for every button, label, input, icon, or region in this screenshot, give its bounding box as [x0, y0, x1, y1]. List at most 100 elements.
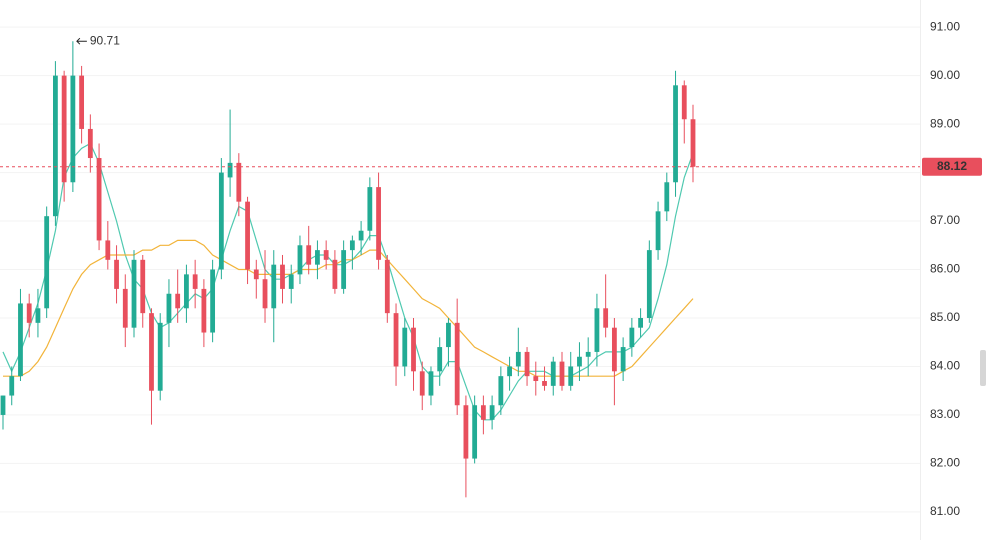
candle-body: [638, 317, 643, 328]
candle-body: [131, 259, 137, 328]
candle-body: [585, 351, 591, 357]
candle-body: [192, 274, 198, 289]
candle-body: [419, 371, 425, 396]
candle-body: [681, 85, 687, 120]
candle-body: [271, 264, 277, 309]
candle-body: [288, 274, 294, 289]
candle-body: [105, 240, 111, 260]
moving-averages: [2, 142, 694, 421]
candle-body: [664, 182, 670, 212]
candle-body: [463, 405, 469, 459]
candle-body: [568, 366, 574, 386]
candle-body: [0, 395, 6, 415]
candle-body: [210, 269, 216, 333]
candle-body: [376, 187, 381, 260]
y-tick-label: 84.00: [930, 359, 960, 373]
moving-average: [2, 142, 694, 421]
candle-body: [35, 308, 41, 323]
candle-body: [87, 128, 93, 159]
candle-body: [218, 172, 224, 270]
candle-body: [603, 308, 609, 328]
candle-body: [341, 250, 347, 289]
candle-body: [349, 240, 355, 251]
candle-body: [437, 347, 443, 372]
candle-body: [297, 245, 303, 275]
candle-body: [367, 187, 373, 231]
candle-body: [673, 85, 678, 183]
candle-body: [454, 322, 460, 406]
annotation-arrow: [76, 37, 87, 45]
y-tick-label: 90.00: [930, 68, 960, 82]
candle-body: [515, 351, 521, 367]
candle-body: [44, 216, 50, 309]
y-tick-label: 91.00: [930, 19, 960, 33]
candle-body: [53, 75, 58, 217]
candle-body: [446, 322, 451, 348]
candle-body: [61, 75, 67, 183]
candle-body: [533, 376, 539, 382]
candle-body: [236, 162, 242, 202]
candle-body: [175, 293, 181, 309]
candle-body: [166, 293, 172, 323]
candle-body: [428, 371, 434, 396]
candle-body: [480, 405, 486, 420]
last-price-label: 88.12: [937, 159, 967, 173]
candle-body: [184, 274, 189, 309]
candle-body: [393, 313, 399, 367]
candle-body: [122, 288, 128, 328]
y-tick-label: 85.00: [930, 310, 960, 324]
candle-body: [18, 303, 23, 377]
candle-body: [332, 259, 338, 289]
scroll-handle[interactable]: [980, 350, 986, 386]
y-tick-label: 83.00: [930, 407, 960, 421]
candle-body: [542, 381, 547, 386]
y-tick-label: 82.00: [930, 456, 960, 470]
last-price-tag: [922, 157, 982, 176]
candle-body: [70, 75, 76, 183]
candle-body: [594, 308, 600, 352]
candle-body: [498, 376, 504, 406]
candle-body: [262, 279, 268, 309]
grid: [0, 26, 920, 513]
candle-body: [149, 313, 154, 391]
candle-body: [9, 376, 15, 396]
candle-body: [411, 327, 416, 372]
candle-body: [323, 250, 329, 260]
candle-body: [559, 361, 565, 386]
y-tick-label: 87.00: [930, 213, 960, 227]
candle-body: [690, 119, 696, 167]
candle-body: [611, 327, 617, 372]
y-tick-label: 81.00: [930, 504, 960, 518]
candle-body: [629, 327, 635, 348]
candle-body: [472, 405, 478, 459]
candle-body: [157, 322, 163, 391]
candle-body: [201, 288, 207, 333]
candle-body: [253, 269, 259, 280]
candle-body: [402, 327, 408, 367]
price-axis: 81.0082.0083.0084.0085.0086.0087.0088.00…: [0, 19, 982, 518]
candle-body: [655, 211, 661, 251]
candle-body: [384, 259, 390, 314]
candle-body: [577, 356, 582, 367]
candle-body: [358, 230, 364, 241]
candle-body: [620, 347, 626, 372]
candle-body: [550, 361, 556, 386]
candle-body: [245, 201, 250, 270]
candle-body: [114, 259, 119, 289]
candle-body: [140, 259, 146, 314]
high-annotation: 90.71: [90, 33, 120, 47]
candle-body: [507, 366, 512, 377]
y-tick-label: 86.00: [930, 262, 960, 276]
y-tick-label: 89.00: [930, 116, 960, 130]
candles: 90.71: [0, 33, 696, 498]
candle-body: [646, 250, 652, 318]
candle-body: [489, 405, 495, 420]
candle-body: [306, 245, 312, 265]
candle-body: [26, 303, 32, 323]
candle-body: [79, 75, 85, 129]
moving-average: [3, 239, 694, 377]
candle-body: [280, 264, 285, 289]
candle-body: [227, 162, 233, 178]
